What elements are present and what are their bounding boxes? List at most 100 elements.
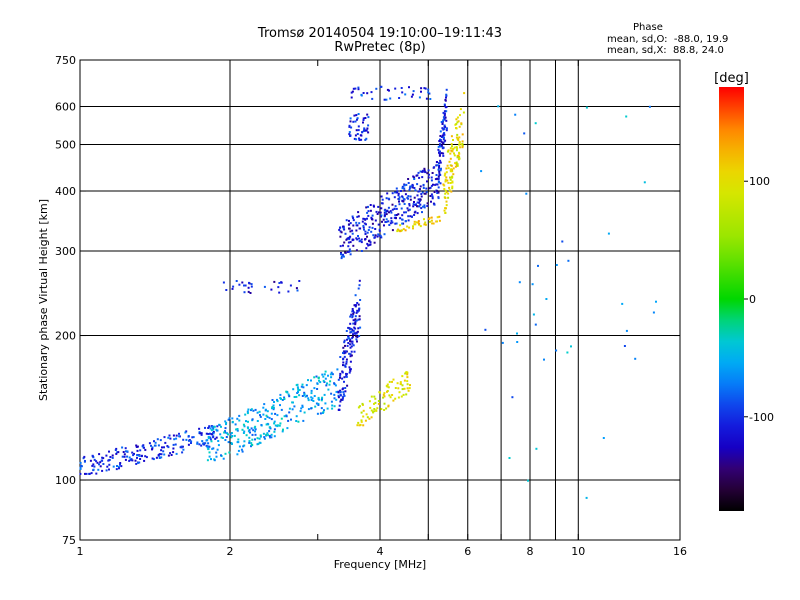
data-point: [350, 331, 353, 333]
data-point: [451, 149, 454, 152]
data-point: [451, 148, 454, 151]
data-point: [415, 221, 418, 224]
x-axis-label: Frequency [MHz]: [334, 558, 426, 571]
data-point: [457, 120, 460, 123]
data-point: [385, 221, 388, 223]
data-point: [351, 310, 354, 313]
data-point: [355, 114, 358, 117]
data-point: [80, 464, 82, 467]
data-point: [307, 408, 310, 411]
data-point: [352, 120, 355, 123]
data-point: [283, 396, 286, 399]
data-point: [439, 143, 441, 146]
data-point: [394, 222, 397, 225]
data-point: [412, 203, 415, 206]
data-point: [388, 394, 391, 397]
data-point: [296, 289, 299, 292]
data-point: [407, 197, 409, 200]
data-point: [307, 397, 310, 400]
data-point: [279, 404, 281, 407]
data-point: [123, 453, 126, 456]
data-point: [438, 215, 441, 218]
data-point: [243, 425, 246, 428]
data-point: [358, 284, 361, 287]
data-point: [442, 152, 445, 155]
data-point: [345, 238, 348, 241]
data-point: [238, 283, 241, 286]
data-point: [431, 197, 434, 200]
data-point: [327, 388, 330, 391]
data-point: [396, 190, 399, 193]
data-point: [287, 419, 290, 422]
data-point: [237, 449, 240, 452]
data-point: [224, 452, 227, 455]
data-point: [272, 408, 275, 411]
data-point: [200, 444, 203, 447]
data-point: [406, 383, 409, 386]
data-point: [350, 91, 353, 94]
data-point: [353, 137, 356, 140]
data-point: [435, 183, 438, 186]
data-point: [403, 379, 406, 382]
data-point: [358, 237, 360, 240]
data-point: [418, 188, 421, 191]
data-point: [95, 472, 98, 475]
data-point: [352, 224, 355, 227]
data-point: [379, 391, 381, 394]
data-point: [339, 374, 342, 377]
data-point: [349, 315, 352, 318]
data-point: [207, 427, 210, 429]
data-point: [423, 204, 426, 207]
data-point: [278, 282, 281, 284]
data-point: [302, 386, 305, 389]
data-point: [364, 117, 367, 119]
data-point: [388, 224, 391, 226]
data-point: [352, 319, 355, 322]
data-point: [377, 205, 380, 208]
data-point: [450, 149, 453, 152]
data-point: [455, 146, 458, 148]
data-point: [450, 143, 453, 146]
data-point: [431, 172, 434, 174]
data-point: [238, 419, 241, 422]
data-point: [368, 240, 370, 243]
data-point: [428, 187, 431, 190]
data-point: [383, 224, 385, 227]
data-point: [371, 214, 374, 217]
data-point: [409, 185, 412, 188]
data-point: [393, 207, 396, 210]
data-point: [188, 439, 190, 442]
data-point: [455, 149, 458, 152]
data-point: [416, 201, 419, 204]
data-point: [321, 412, 324, 414]
data-point: [99, 461, 102, 464]
data-point: [437, 148, 440, 151]
data-point: [417, 198, 420, 201]
data-point: [351, 215, 354, 218]
data-point: [342, 364, 344, 367]
data-point: [458, 157, 461, 160]
data-point: [82, 457, 85, 460]
data-point: [307, 399, 310, 402]
x-tick-label: 2: [227, 545, 234, 558]
data-point: [133, 452, 135, 455]
data-point: [425, 187, 428, 190]
data-point: [453, 146, 456, 149]
data-point: [427, 169, 430, 172]
data-point: [391, 208, 394, 211]
data-point: [349, 253, 352, 256]
data-point: [92, 463, 95, 466]
data-point: [451, 180, 454, 183]
data-point: [354, 294, 357, 297]
data-point: [169, 452, 172, 455]
data-point: [377, 402, 380, 405]
data-point: [456, 164, 458, 167]
data-point: [235, 428, 238, 431]
data-point: [172, 443, 175, 446]
data-point: [266, 432, 269, 435]
data-point: [399, 217, 402, 220]
x-tick-label: 8: [527, 545, 534, 558]
data-point: [438, 173, 441, 176]
data-point: [321, 396, 324, 399]
data-point: [241, 281, 244, 284]
